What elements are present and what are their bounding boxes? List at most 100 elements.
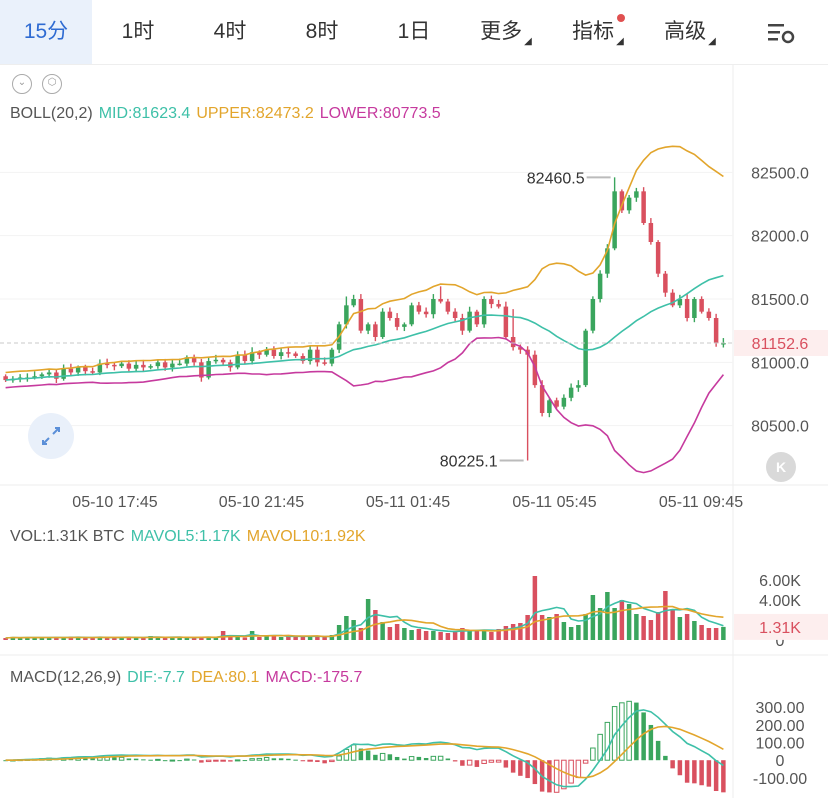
macd-hist-bar: [408, 756, 415, 761]
collapse-icon[interactable]: ⌄: [12, 74, 32, 94]
boll-lower-line: [5, 336, 725, 474]
candle-body: [467, 311, 472, 331]
macd-hist-bar: [213, 759, 219, 762]
tab-1h[interactable]: 1时: [92, 0, 184, 64]
macd-tick-label: -100.00: [753, 771, 807, 788]
volume-bar: [25, 637, 30, 640]
volume-bar: [460, 628, 465, 640]
volume-bar: [626, 604, 632, 640]
volume-bar: [39, 638, 45, 640]
macd-hist-bar: [611, 706, 618, 761]
expand-icon: [42, 427, 60, 445]
volume-bar: [315, 636, 320, 640]
volume-bar: [351, 620, 356, 640]
volume-bar: [568, 627, 574, 640]
candle-body: [626, 197, 632, 211]
macd-hist-bar: [322, 760, 327, 764]
candle-body: [365, 324, 371, 331]
volume-bar: [257, 637, 262, 640]
candle-body: [510, 337, 516, 348]
macd-dea-line: [5, 725, 724, 779]
boll-mid: MID:81623.4: [98, 105, 191, 122]
candle-body: [641, 191, 646, 223]
candle-body: [684, 299, 690, 318]
time-tick-label: 05-11 05:45: [512, 494, 596, 511]
candle-body: [655, 242, 661, 274]
macd-hist-bar: [648, 724, 654, 761]
tab-4h[interactable]: 4时: [184, 0, 276, 64]
macd-hist-bar: [481, 759, 487, 764]
macd-hist-bar: [293, 759, 298, 761]
dropdown-triangle-icon: ◢: [708, 36, 716, 47]
boll-upper-line: [5, 145, 724, 374]
volume-bar: [409, 630, 414, 640]
volume-bar: [510, 624, 516, 640]
macd-hist-bar: [553, 759, 560, 793]
candle-body: [568, 387, 574, 398]
volume-current-tag: [734, 613, 828, 640]
volume-bar: [503, 626, 509, 640]
volume-bar: [670, 609, 675, 640]
volume-bar: [329, 635, 335, 640]
candle-body: [141, 364, 146, 368]
candle-body: [344, 305, 349, 325]
notification-dot: [617, 14, 625, 22]
dropdown-triangle-icon: ◢: [616, 36, 624, 47]
volume-bar: [199, 636, 204, 640]
volume-bar: [133, 638, 139, 640]
volume-current-label: 1.31K: [759, 620, 801, 637]
volume-bar: [336, 625, 342, 640]
time-tick-label: 05-11 09:45: [659, 494, 743, 511]
candle-body: [90, 371, 95, 373]
tab-more[interactable]: 更多 ◢: [460, 0, 552, 64]
volume-bar: [692, 621, 697, 640]
kline-reset-button[interactable]: K: [766, 452, 796, 482]
high-price-label: 82460.5: [527, 170, 585, 187]
macd-hist-bar: [205, 759, 212, 763]
macd-hist-bar: [582, 759, 589, 764]
volume-bar: [184, 638, 190, 640]
volume-bar: [677, 617, 683, 640]
macd-hist-bar: [126, 758, 132, 761]
tab-advanced[interactable]: 高级 ◢: [644, 0, 736, 64]
tab-1d[interactable]: 1日: [368, 0, 460, 64]
tab-15m[interactable]: 15分: [0, 0, 92, 64]
candle-body: [394, 318, 400, 327]
macd-hist-bar: [300, 760, 306, 762]
tab-indicators[interactable]: 指标 ◢: [552, 0, 644, 64]
candle-body: [46, 372, 52, 375]
volume-bar: [634, 614, 639, 640]
volume-bar: [112, 638, 117, 640]
candle-body: [307, 349, 313, 362]
volume-bar: [293, 636, 298, 640]
candle-body: [532, 354, 538, 386]
macd-hist-bar: [373, 754, 378, 761]
macd-hist-bar: [234, 759, 241, 762]
macd-hist-bar: [307, 759, 313, 762]
volume-bar: [177, 637, 182, 640]
candle-body: [713, 318, 719, 344]
macd-hist-bar: [184, 758, 190, 761]
macd-tick-label: 0: [776, 753, 785, 770]
interval-tab-bar: 15分 1时 4时 8时 1日 更多 ◢ 指标 ◢ 高级 ◢: [0, 0, 828, 65]
macd-hist-bar: [220, 759, 226, 762]
candle-body: [148, 366, 153, 368]
boll-lower: LOWER:80773.5: [319, 105, 441, 122]
hexagon-settings-icon[interactable]: ⬡: [42, 74, 62, 94]
expand-button[interactable]: [28, 413, 74, 459]
tab-8h[interactable]: 8时: [276, 0, 368, 64]
tab-label: 高级: [664, 20, 707, 43]
candle-body: [489, 299, 494, 305]
candle-body: [184, 357, 190, 364]
macd-hist-bar: [162, 760, 168, 762]
chart-settings-icon[interactable]: [764, 16, 798, 50]
macd-hist-bar: [525, 760, 530, 779]
volume-bar: [423, 631, 429, 640]
candle-body: [213, 359, 219, 362]
time-tick-label: 05-10 21:45: [219, 494, 305, 511]
volume-tick-label: 6.00K: [759, 573, 801, 590]
candle-body: [605, 248, 610, 274]
macd-hist-bar: [670, 760, 675, 769]
tab-label: 1日: [397, 20, 431, 43]
